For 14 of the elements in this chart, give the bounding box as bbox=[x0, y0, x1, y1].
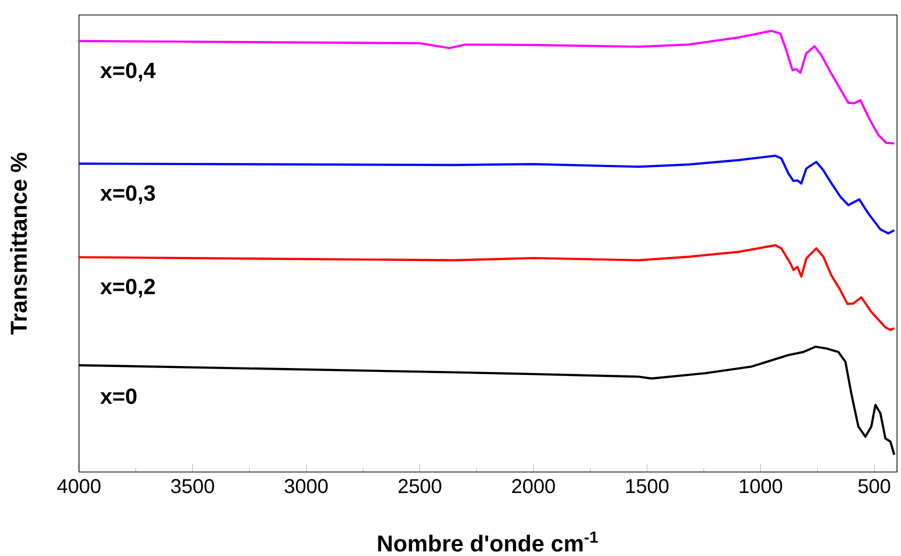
x-tick-label: 1000 bbox=[740, 479, 782, 494]
x-tick-label: 3500 bbox=[171, 479, 214, 494]
series-label: x=0,3 bbox=[100, 185, 155, 204]
x-tick-label: 500 bbox=[858, 479, 890, 494]
x-tick-label: 1500 bbox=[626, 479, 669, 494]
x-tick-label: 3000 bbox=[284, 479, 328, 494]
x-tick-label: 4000 bbox=[57, 479, 100, 494]
series-label: x=0 bbox=[100, 388, 136, 404]
x-axis-title: Nombre d'onde cm$^{-1}$ bbox=[378, 532, 598, 552]
series-label: x=0,4 bbox=[100, 62, 156, 82]
y-axis-title: Transmittance % bbox=[10, 152, 27, 335]
x-tick-label: 2500 bbox=[398, 479, 442, 494]
series-label: x=0,2 bbox=[100, 278, 155, 298]
x-tick-label: 2000 bbox=[512, 479, 555, 494]
